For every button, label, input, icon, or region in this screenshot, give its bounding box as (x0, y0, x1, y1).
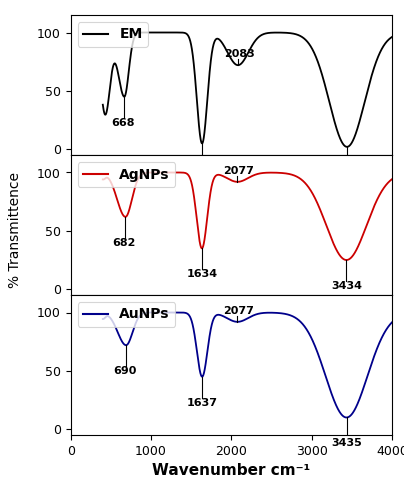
Text: 1636: 1636 (187, 164, 218, 174)
Legend: AgNPs: AgNPs (78, 162, 175, 187)
Text: 690: 690 (113, 366, 136, 376)
Text: 1637: 1637 (187, 398, 218, 407)
X-axis label: Wavenumber cm⁻¹: Wavenumber cm⁻¹ (152, 464, 310, 478)
Text: 3434: 3434 (331, 281, 362, 291)
Legend: AuNPs: AuNPs (78, 302, 175, 327)
Text: 2077: 2077 (223, 306, 254, 316)
Text: 2083: 2083 (224, 50, 255, 59)
Text: 2077: 2077 (223, 166, 254, 176)
Text: 682: 682 (112, 238, 136, 248)
Text: % Transmittence: % Transmittence (8, 172, 22, 288)
Text: 3435: 3435 (331, 438, 362, 448)
Text: 3441: 3441 (331, 168, 362, 178)
Text: 668: 668 (111, 118, 135, 128)
Legend: EM: EM (78, 22, 148, 47)
Text: 1634: 1634 (186, 270, 217, 280)
